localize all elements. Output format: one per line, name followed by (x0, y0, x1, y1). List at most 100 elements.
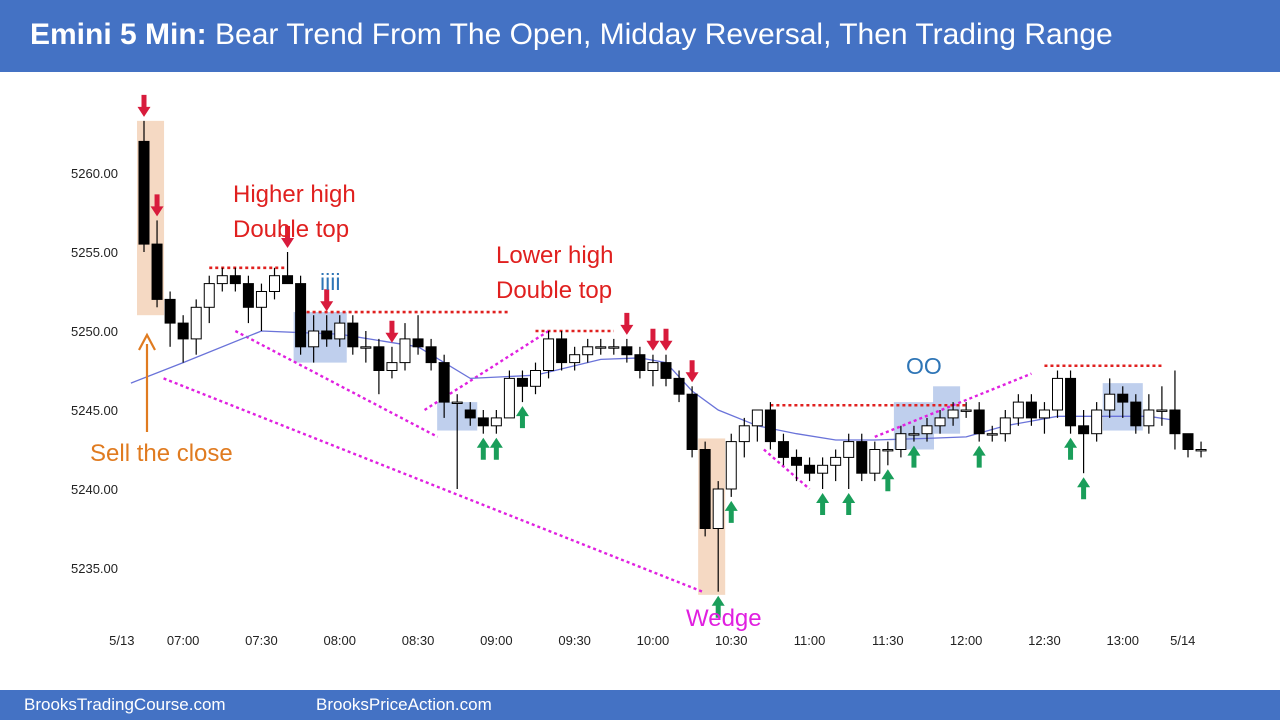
candle (934, 410, 946, 434)
candle (569, 346, 581, 371)
candle-body (764, 409, 776, 443)
sell-signal-arrow-icon (320, 289, 334, 312)
candle (464, 402, 476, 426)
buy-signal-arrow-icon (515, 406, 529, 429)
candle-body (229, 275, 241, 285)
label-sell-the-close: Sell the close (90, 440, 233, 467)
y-tick-label: 5260.00 (71, 166, 118, 181)
candle (660, 354, 672, 387)
candle-body (634, 354, 646, 372)
candle (986, 425, 998, 442)
candle (1078, 410, 1090, 474)
candle (712, 481, 724, 592)
y-tick-label: 5245.00 (71, 403, 118, 418)
candle-body (386, 362, 398, 372)
footer-link-trading-course[interactable]: BrooksTradingCourse.com (24, 695, 226, 714)
candle-body (308, 330, 320, 348)
candle-body (595, 346, 607, 349)
candle (530, 362, 541, 395)
candle-body (1156, 409, 1168, 412)
candle-body (399, 338, 411, 364)
signal-arrows (137, 94, 1091, 618)
candle-body (686, 393, 698, 451)
candle-body (1025, 401, 1037, 419)
candle (503, 370, 515, 419)
candle (1025, 394, 1037, 426)
candle-body (360, 346, 372, 349)
candle (334, 315, 346, 347)
candle-body (908, 433, 920, 436)
sell-signal-arrow-icon (281, 226, 295, 248)
candle-body (869, 449, 881, 474)
candle-body (255, 291, 267, 308)
candle-body (1052, 377, 1063, 411)
candle (856, 433, 868, 482)
candle-body (1130, 401, 1142, 427)
footer-bar: BrooksTradingCourse.com BrooksPriceActio… (0, 690, 1280, 720)
candle-body (804, 464, 816, 474)
candle-body (269, 275, 280, 293)
label-double-top-2: Double top (496, 277, 612, 304)
candle (621, 338, 633, 363)
x-tick-label: 5/13 (109, 633, 134, 648)
candle-body (242, 283, 254, 308)
candle (817, 457, 829, 489)
candle (373, 338, 385, 395)
footer-link-price-action[interactable]: BrooksPriceAction.com (316, 695, 492, 714)
sell-signal-arrow-icon (137, 94, 151, 117)
candle-body (530, 370, 541, 387)
candle (177, 315, 189, 363)
sell-signal-arrow-icon (620, 312, 634, 335)
x-tick-label: 08:30 (402, 633, 435, 648)
candle-body (177, 322, 189, 340)
candle (255, 283, 267, 331)
candle-body (412, 338, 424, 348)
x-tick-label: 11:30 (872, 633, 904, 648)
label-iiii: iiii (320, 269, 340, 295)
candle-body (516, 377, 528, 387)
x-tick-label: 08:00 (323, 633, 356, 648)
candle (1038, 402, 1050, 434)
candle-body (295, 283, 307, 348)
candle (1182, 433, 1194, 458)
candle (399, 323, 411, 371)
candle (751, 409, 763, 442)
candle (164, 291, 176, 347)
x-tick-label: 12:30 (1028, 633, 1061, 648)
candle (295, 275, 307, 355)
buy-signal-arrow-icon (724, 500, 738, 523)
candle (216, 267, 228, 292)
buy-signal-arrow-icon (972, 445, 986, 468)
chart-title: Emini 5 Min: Bear Trend From The Open, M… (30, 18, 1113, 52)
candle-body (1195, 449, 1207, 452)
candle-body (1078, 425, 1090, 435)
x-axis: 5/13 07:00 07:30 08:00 08:30 09:00 09:30 10:00 1… (109, 633, 1195, 648)
candle-body (973, 409, 985, 435)
candle-body (216, 275, 228, 285)
candle (1130, 394, 1142, 434)
candle (1156, 386, 1168, 426)
buy-signal-arrow-icon (842, 493, 856, 515)
candle (777, 433, 789, 466)
x-tick-label: 12:00 (950, 633, 983, 648)
candle (634, 346, 646, 379)
candle-body (477, 417, 489, 427)
candle-body (282, 275, 294, 285)
candle (1104, 378, 1116, 418)
candle-body (138, 140, 150, 245)
candle-body (647, 362, 659, 372)
buy-signal-arrow-icon (489, 437, 503, 460)
x-tick-label: 09:30 (558, 633, 591, 648)
candle (138, 120, 150, 252)
label-oo: OO (906, 353, 942, 379)
candle-body (1169, 409, 1181, 435)
candle (282, 252, 294, 285)
y-tick-label: 5250.00 (71, 324, 118, 339)
candle (947, 402, 959, 426)
x-tick-label: 13:00 (1106, 633, 1139, 648)
candle-body (373, 346, 385, 371)
candle (438, 354, 450, 418)
candle (425, 338, 437, 371)
candle-body (791, 456, 802, 466)
candle-body (425, 346, 437, 364)
